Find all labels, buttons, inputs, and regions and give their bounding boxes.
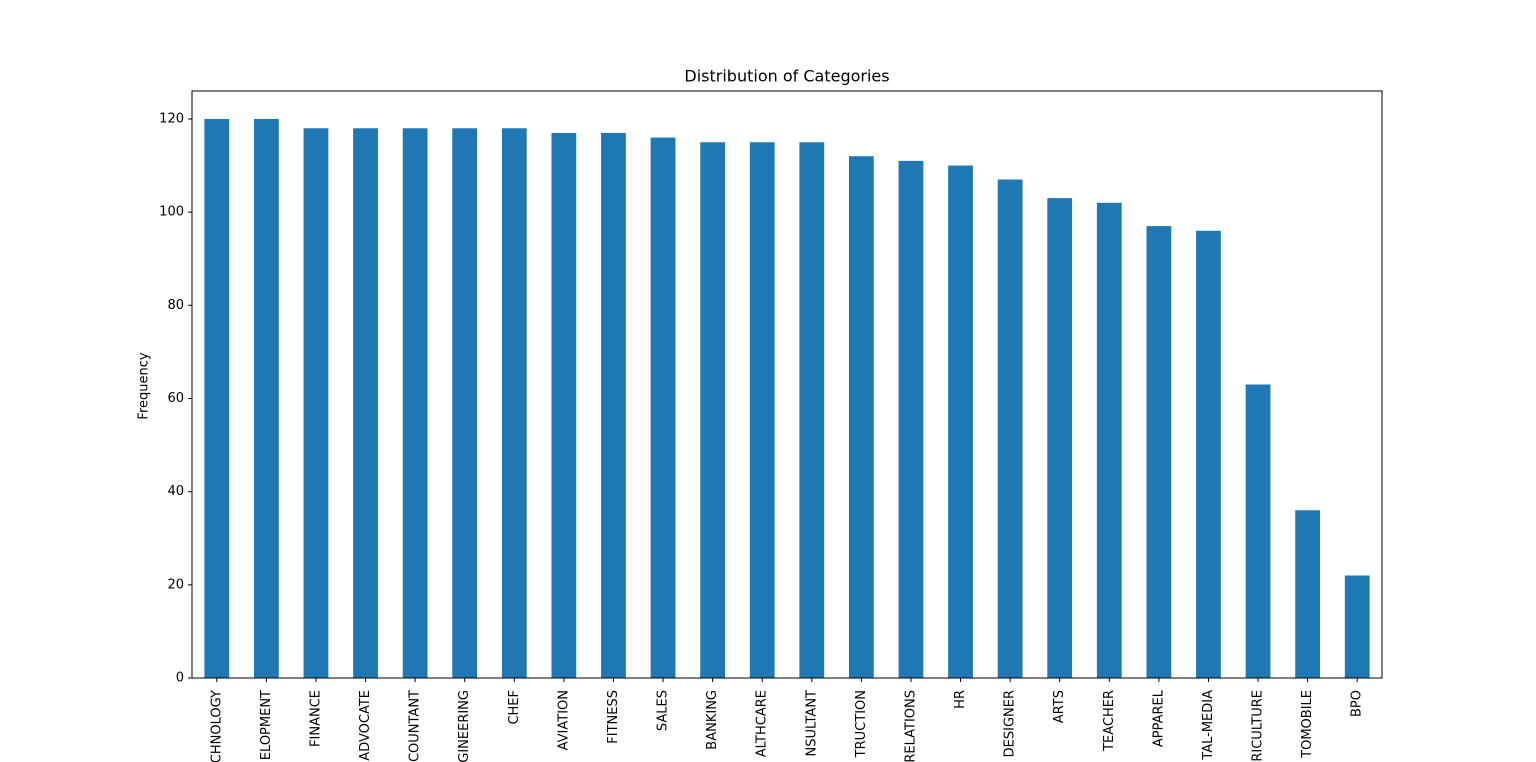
bar: [501, 128, 527, 678]
x-tick-label: ARTS: [1052, 690, 1067, 723]
bar: [898, 160, 924, 678]
y-tick-label: 20: [167, 577, 184, 592]
y-tick-label: 100: [159, 205, 184, 220]
y-tick-label: 40: [167, 484, 184, 499]
x-tick-label: BPO: [1350, 690, 1365, 717]
bar: [799, 142, 825, 678]
bar: [1047, 198, 1073, 678]
bar: [700, 142, 726, 678]
plot-frame: [191, 90, 1383, 679]
bar: [997, 179, 1023, 678]
bar: [303, 128, 329, 678]
bar: [1196, 230, 1221, 678]
x-tick-label: FINANCE: [308, 690, 323, 747]
bar: [1344, 575, 1370, 678]
x-tick-label: TRUCTION: [854, 690, 869, 758]
bar: [749, 142, 775, 678]
y-tick-label: 0: [176, 671, 184, 686]
bar: [650, 137, 676, 679]
x-tick-label: RICULTURE: [1251, 690, 1266, 762]
bar: [1146, 226, 1172, 678]
bar: [948, 165, 973, 679]
bar: [204, 118, 230, 678]
x-tick-label: ALTHCARE: [755, 690, 770, 757]
x-tick-label: TEACHER: [1102, 690, 1117, 752]
bar: [1295, 510, 1321, 678]
chart-title: Distribution of Categories: [684, 67, 889, 86]
x-tick-label: TOMOBILE: [1300, 690, 1315, 759]
bar: [452, 128, 478, 678]
x-tick-label: CHEF: [507, 690, 522, 725]
bar: [353, 128, 378, 678]
y-axis-label: Frequency: [137, 352, 152, 419]
bar: [253, 118, 279, 678]
x-tick-label: ELOPMENT: [259, 690, 274, 760]
x-tick-label: SALES: [656, 690, 671, 731]
y-tick-label: 120: [159, 111, 184, 126]
x-tick-label: NSULTANT: [804, 690, 819, 756]
x-tick-label: HR: [953, 690, 968, 709]
bar: [848, 156, 874, 678]
x-tick-label: FITNESS: [606, 690, 621, 744]
x-tick-label: CHNOLOGY: [209, 690, 224, 762]
x-tick-label: RELATIONS: [903, 690, 918, 762]
x-tick-label: DESIGNER: [1003, 690, 1018, 757]
bar: [1245, 384, 1271, 678]
bar: [601, 132, 626, 678]
y-tick-label: 80: [167, 298, 184, 313]
bar: [402, 128, 428, 678]
x-tick-label: AVIATION: [556, 690, 571, 750]
x-tick-label: GINEERING: [457, 690, 472, 762]
x-tick-label: COUNTANT: [408, 690, 423, 762]
x-tick-label: APPAREL: [1151, 689, 1166, 747]
y-tick-label: 60: [167, 391, 184, 406]
x-tick-label: ADVOCATE: [358, 690, 373, 761]
x-tick-label: BANKING: [705, 690, 720, 750]
x-tick-label: TAL-MEDIA: [1201, 690, 1216, 761]
bar: [1096, 202, 1122, 679]
bar: [551, 132, 577, 678]
